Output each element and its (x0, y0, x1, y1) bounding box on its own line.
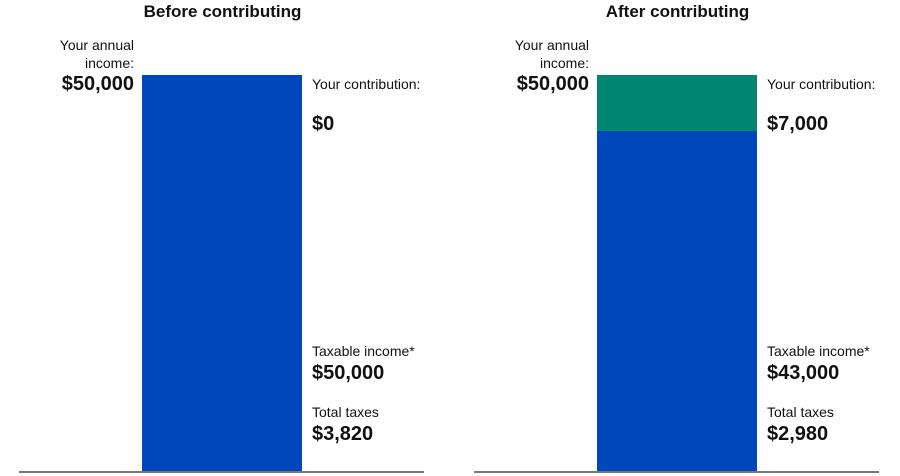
taxable-value: $43,000 (767, 362, 840, 384)
taxes-value: $2,980 (767, 423, 829, 445)
baseline (474, 471, 879, 473)
panel-after: After contributing Your annual income: $50… (455, 0, 900, 476)
contribution-value: $7,000 (767, 113, 829, 135)
taxable-value: $50,000 (312, 362, 385, 384)
taxes-label: Total taxes (312, 404, 379, 420)
total-value: $50,000 (516, 73, 589, 95)
bar-taxable-income (597, 130, 757, 472)
total-label: Your annual income: (514, 37, 589, 71)
chart-title: Before contributing (143, 2, 302, 21)
bar-taxable-income (142, 75, 302, 472)
baseline (19, 471, 424, 473)
chart-title: After contributing (605, 2, 750, 21)
taxes-label: Total taxes (767, 404, 834, 420)
contribution-value: $0 (312, 113, 335, 135)
total-value: $50,000 (61, 73, 134, 95)
taxable-label: Taxable income* (312, 343, 415, 359)
contribution-label: Your contribution: (312, 76, 421, 92)
bar-contribution (597, 75, 757, 131)
total-label: Your annual income: (59, 37, 134, 71)
taxable-label: Taxable income* (767, 343, 870, 359)
contribution-label: Your contribution: (767, 76, 876, 92)
panel-before: Before contributing Your annual income: $5… (19, 2, 424, 473)
taxes-value: $3,820 (312, 423, 374, 445)
